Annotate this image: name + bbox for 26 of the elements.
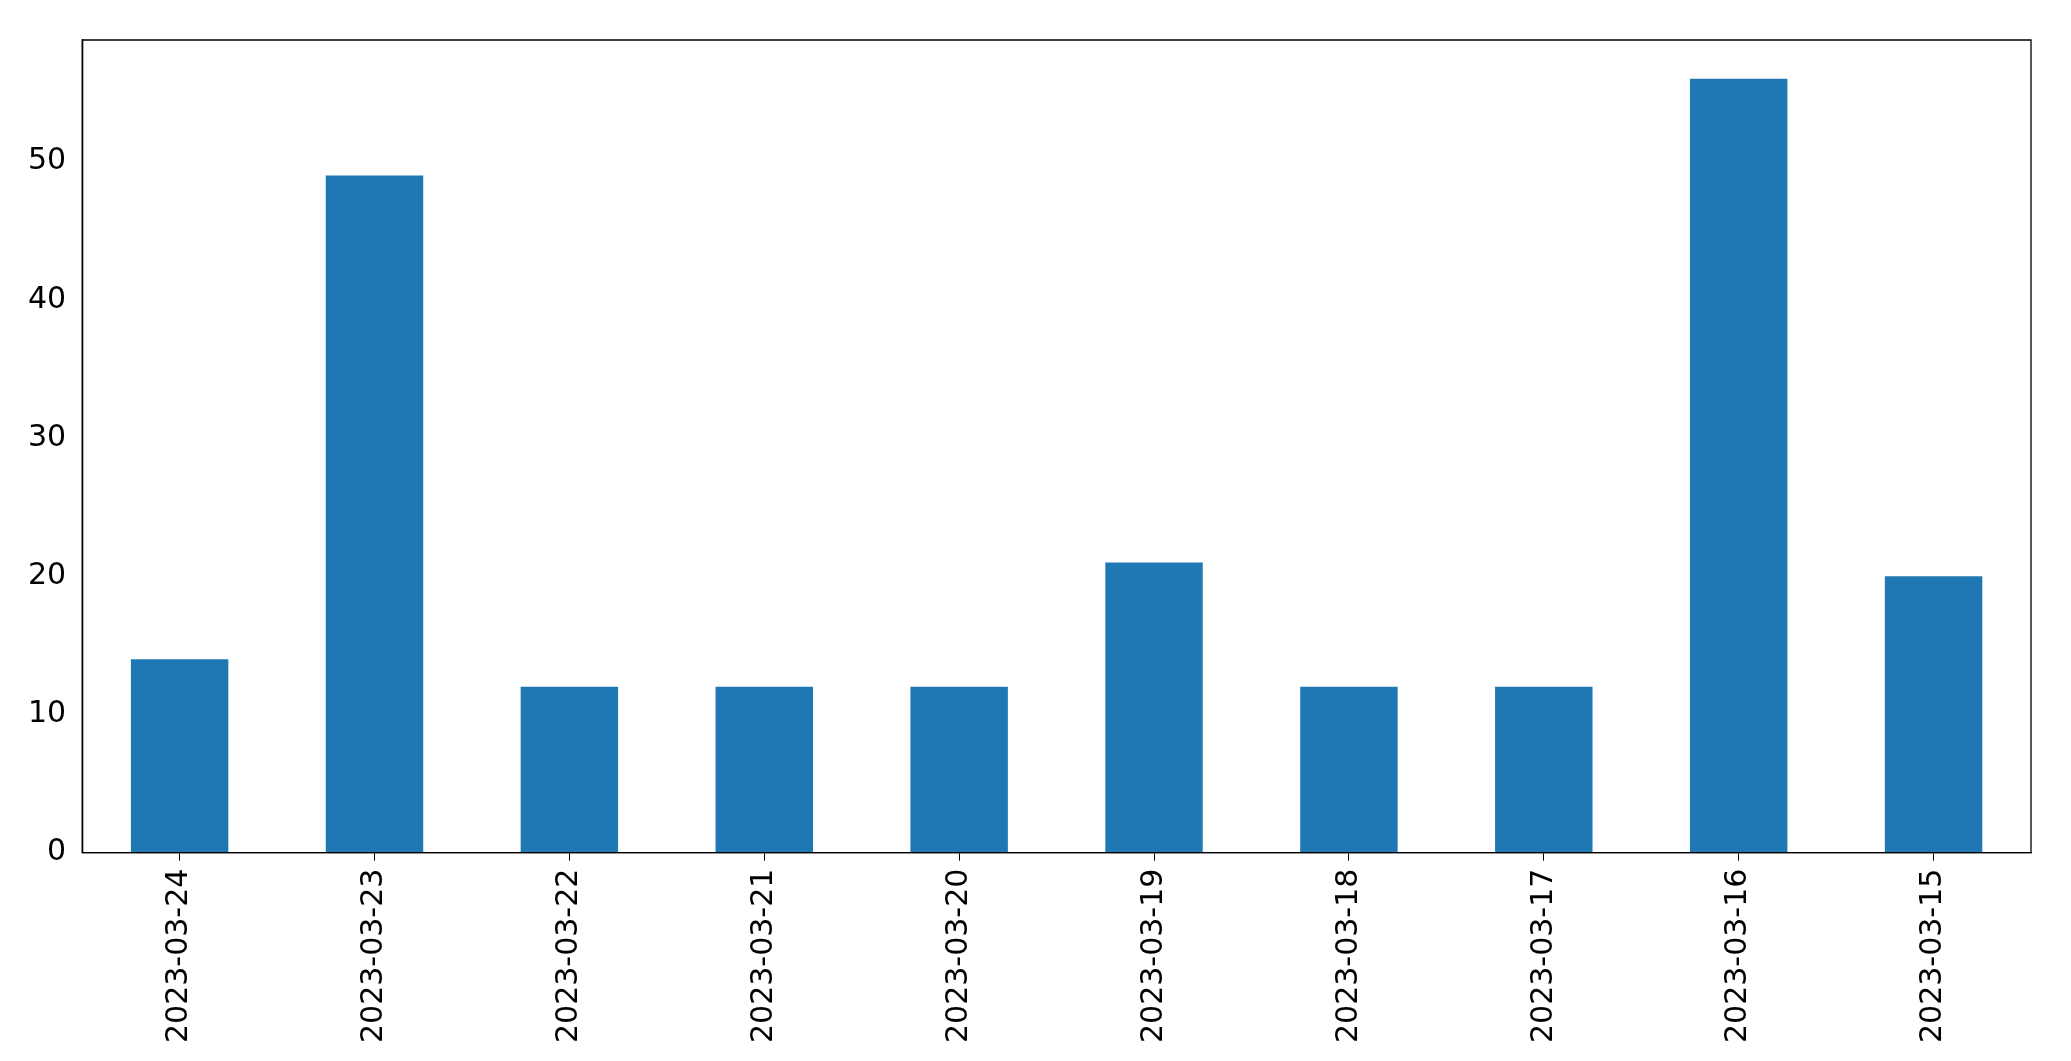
x-tick-label: 2023-03-19	[1133, 868, 1169, 1044]
x-tick-label: 2023-03-23	[354, 868, 390, 1044]
y-tick-label: 20	[27, 556, 67, 592]
bar	[325, 175, 424, 853]
bar	[1495, 686, 1593, 853]
bar	[1105, 562, 1203, 853]
x-tick-label: 2023-03-21	[744, 868, 780, 1044]
x-tick-label: 2023-03-16	[1718, 868, 1754, 1044]
bar	[715, 686, 813, 853]
y-tick-label: 40	[27, 279, 67, 315]
x-tick-label: 2023-03-24	[159, 868, 195, 1044]
bar	[130, 659, 229, 853]
x-tick-label: 2023-03-17	[1523, 868, 1559, 1044]
bar	[1884, 576, 1983, 853]
bar	[520, 686, 619, 853]
x-tick-label: 2023-03-18	[1328, 868, 1364, 1044]
x-tick-label: 2023-03-20	[938, 868, 974, 1044]
bar	[910, 686, 1008, 853]
y-tick-label: 0	[47, 832, 67, 868]
bar	[1689, 78, 1788, 853]
x-tick-label: 2023-03-15	[1913, 868, 1949, 1044]
y-tick-label: 50	[27, 141, 67, 177]
y-tick-label: 10	[27, 694, 67, 730]
bar	[1300, 686, 1398, 853]
x-tick-label: 2023-03-22	[549, 868, 585, 1044]
y-tick-label: 30	[27, 417, 67, 453]
